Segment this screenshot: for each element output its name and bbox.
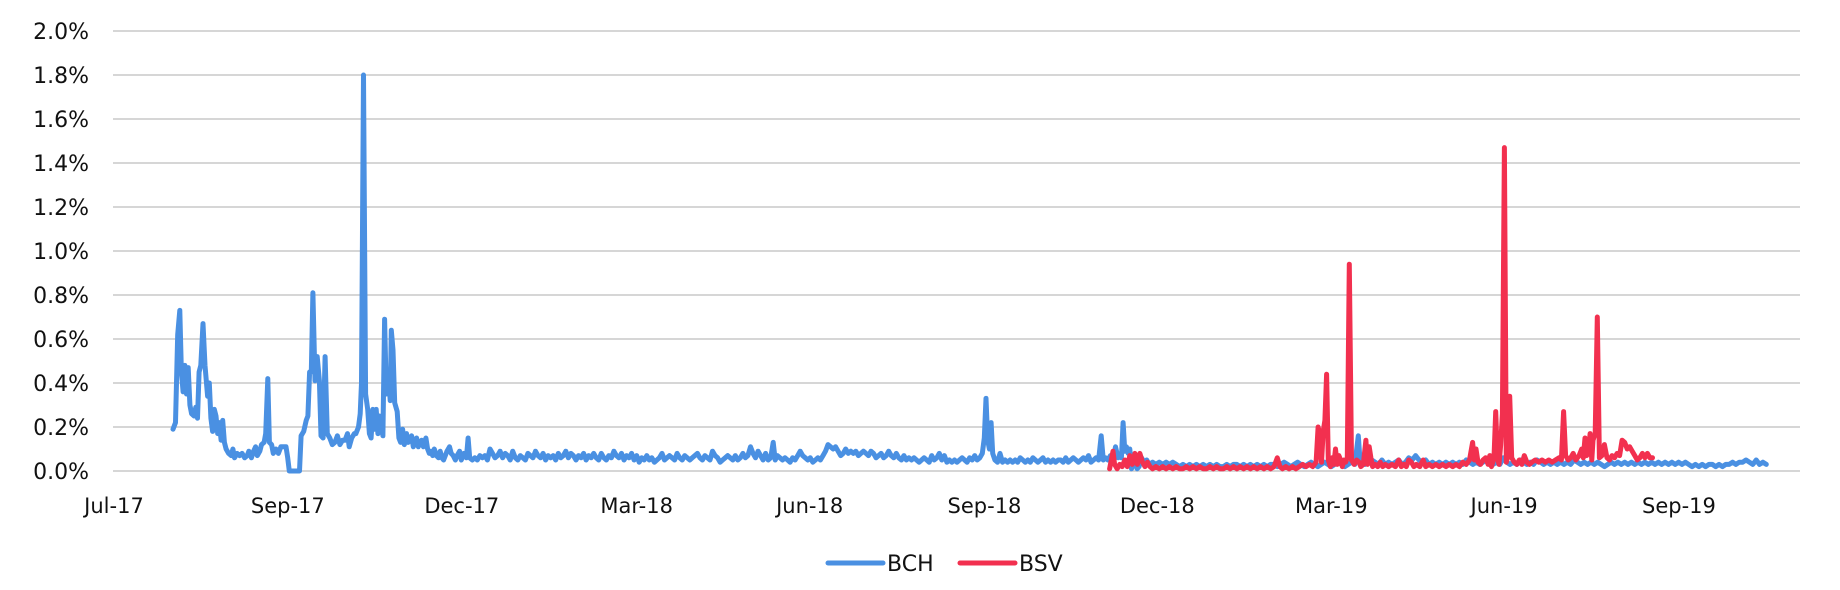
legend-label-bch: BCH bbox=[887, 552, 934, 577]
y-tick-label: 1.2% bbox=[33, 196, 89, 221]
y-tick-label: 0.4% bbox=[33, 372, 89, 397]
series-line-bsv bbox=[1107, 145, 1655, 472]
y-tick-label: 1.4% bbox=[33, 152, 89, 177]
legend-label-bsv: BSV bbox=[1019, 552, 1063, 577]
y-tick-label: 0.0% bbox=[33, 460, 89, 485]
y-tick-label: 2.0% bbox=[33, 20, 89, 45]
y-tick-label: 1.6% bbox=[33, 108, 89, 133]
x-tick-label: Mar-18 bbox=[600, 494, 673, 518]
x-axis-tick-labels: Jul-17 Sep-17 Dec-17 Mar-18 Jun-18 Sep-18 Dec-… bbox=[82, 494, 1716, 518]
y-tick-label: 0.2% bbox=[33, 416, 89, 441]
x-tick-label: Sep-17 bbox=[251, 494, 325, 518]
y-tick-label: 0.8% bbox=[33, 284, 89, 309]
series-line-bch bbox=[170, 72, 1769, 474]
x-tick-label: Jul-17 bbox=[82, 494, 144, 518]
y-axis-tick-labels: 0.0% 0.2% 0.4% 0.6% 0.8% 1.0% 1.2% 1.4% 1.6% 1.8%… bbox=[33, 20, 89, 485]
y-tick-label: 1.8% bbox=[33, 64, 89, 89]
x-tick-label: Sep-19 bbox=[1642, 494, 1716, 518]
series-lines bbox=[170, 72, 1769, 474]
y-tick-label: 0.6% bbox=[33, 328, 89, 353]
legend: BCH BSV bbox=[825, 552, 1063, 577]
x-tick-label: Jun-18 bbox=[774, 494, 843, 518]
x-tick-label: Mar-19 bbox=[1295, 494, 1368, 518]
y-tick-label: 1.0% bbox=[33, 240, 89, 265]
x-tick-label: Dec-18 bbox=[1120, 494, 1195, 518]
x-tick-label: Jun-19 bbox=[1469, 494, 1538, 518]
x-tick-label: Dec-17 bbox=[424, 494, 499, 518]
x-tick-label: Sep-18 bbox=[948, 494, 1022, 518]
